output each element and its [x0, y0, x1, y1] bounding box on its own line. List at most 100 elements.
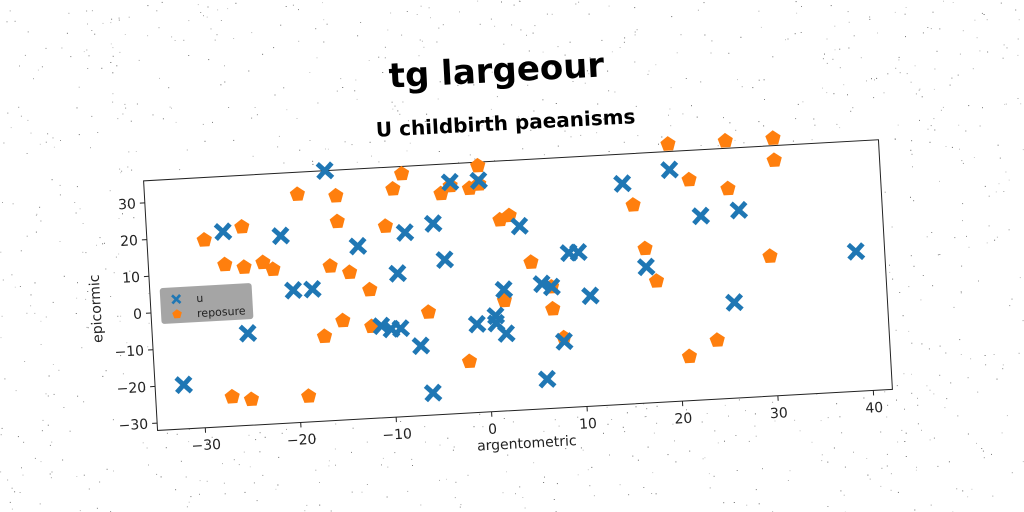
data-point-reposure: [342, 264, 358, 280]
data-point-reposure: [720, 180, 736, 196]
chart-title: tg largeour: [388, 45, 606, 96]
plot-frame: [143, 139, 893, 431]
y-axis: −30 −20 −10 0 10 20 30: [114, 196, 158, 435]
data-point-u: [271, 226, 290, 246]
data-point-u: [440, 172, 460, 192]
data-point-reposure: [660, 136, 676, 151]
data-point-reposure: [377, 218, 393, 233]
data-point-reposure: [393, 165, 410, 181]
data-point-u: [613, 174, 632, 193]
data-point-u: [725, 293, 744, 312]
data-point-u: [213, 222, 233, 241]
data-point-reposure: [545, 300, 561, 316]
data-point-u: [411, 336, 431, 356]
y-tick-label: 0: [133, 307, 143, 323]
legend-marker-reposure: [172, 309, 182, 319]
x-tick-label: −30: [191, 437, 221, 455]
x-tick-label: 40: [865, 400, 884, 417]
x-tick-label: −10: [382, 426, 412, 444]
data-point-reposure: [762, 248, 778, 264]
legend-marker-u: [171, 294, 182, 305]
data-point-u: [554, 332, 574, 351]
data-point-reposure: [637, 240, 653, 256]
data-point-u: [537, 369, 557, 389]
legend-label: reposure: [197, 304, 246, 320]
data-point-reposure: [681, 348, 698, 364]
data-point-reposure: [243, 391, 260, 407]
data-point-u: [388, 264, 407, 283]
data-point-reposure: [470, 157, 486, 173]
data-point-reposure: [335, 312, 351, 328]
y-axis-label: epicormic: [87, 274, 107, 343]
data-point-u: [423, 214, 443, 233]
data-point-reposure: [717, 132, 733, 148]
data-point-u: [469, 171, 488, 190]
data-point-reposure: [234, 218, 250, 234]
data-point-reposure: [224, 388, 240, 404]
data-point-u: [467, 314, 487, 334]
data-point-reposure: [681, 171, 697, 187]
data-point-reposure: [709, 332, 725, 347]
data-point-reposure: [196, 232, 212, 247]
data-point-reposure: [523, 254, 539, 270]
data-point-reposure: [329, 213, 345, 229]
data-markers: [174, 130, 866, 407]
data-point-u: [423, 383, 443, 403]
data-point-u: [348, 236, 368, 256]
data-point-reposure: [316, 328, 333, 344]
data-point-reposure: [265, 261, 281, 277]
chart-subtitle: U childbirth paeanisms: [375, 104, 636, 142]
data-point-reposure: [385, 181, 401, 196]
data-point-reposure: [765, 130, 781, 145]
plot-area: −30 −20 −10 0 10 20 30 40 −30 −20 −10 0 10 20 30 urep…: [87, 130, 893, 455]
y-tick-label: −20: [116, 380, 146, 398]
data-point-u: [435, 250, 455, 270]
data-point-u: [660, 160, 679, 180]
y-tick-label: 10: [122, 270, 141, 287]
data-point-reposure: [648, 273, 665, 288]
data-point-u: [729, 200, 749, 220]
data-point-reposure: [236, 259, 252, 275]
data-point-u: [581, 286, 600, 306]
y-tick-label: −10: [114, 343, 144, 361]
data-point-u: [315, 161, 335, 181]
data-point-reposure: [766, 152, 782, 168]
data-point-u: [395, 223, 415, 242]
data-point-reposure: [301, 388, 317, 403]
data-point-u: [497, 324, 516, 343]
data-point-reposure: [322, 258, 338, 273]
legend-label: u: [196, 292, 204, 305]
data-point-u: [391, 319, 411, 338]
x-tick-label: 0: [488, 422, 498, 438]
data-point-u: [636, 257, 656, 277]
data-point-reposure: [289, 186, 305, 202]
x-tick-label: 10: [579, 416, 598, 433]
data-point-reposure: [328, 187, 344, 203]
data-point-reposure: [461, 353, 478, 369]
data-point-u: [510, 216, 529, 236]
data-point-u: [238, 324, 258, 343]
x-tick-label: −20: [287, 432, 317, 450]
data-point-u: [284, 281, 303, 300]
data-point-u: [569, 242, 588, 262]
data-point-u: [846, 242, 866, 261]
y-tick-label: 30: [118, 196, 137, 213]
data-point-reposure: [217, 256, 233, 272]
x-tick-label: 20: [674, 411, 693, 428]
data-point-u: [542, 277, 561, 297]
y-tick-label: 20: [120, 233, 139, 250]
y-tick-label: −30: [118, 417, 148, 435]
data-point-reposure: [420, 304, 437, 319]
data-point-u: [303, 279, 322, 299]
data-point-reposure: [255, 254, 271, 270]
legend-box: [159, 283, 254, 324]
x-axis-label: argentometric: [477, 433, 577, 455]
x-axis: −30 −20 −10 0 10 20 30 40: [191, 390, 884, 455]
data-point-u: [691, 206, 711, 226]
data-point-reposure: [625, 197, 641, 212]
data-point-u: [174, 375, 194, 395]
data-point-u: [494, 280, 514, 299]
x-tick-label: 30: [770, 405, 789, 422]
